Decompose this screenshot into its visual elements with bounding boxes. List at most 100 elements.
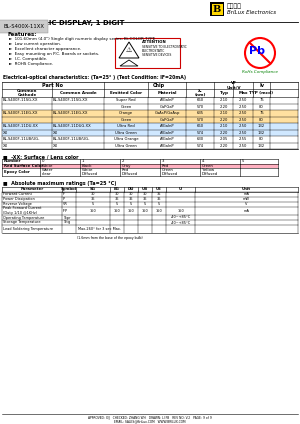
Text: 150: 150 [114,209,120,213]
Text: AlGaInP: AlGaInP [160,137,174,141]
Text: SG: SG [90,187,96,191]
Circle shape [245,38,275,68]
Text: ►  101.60mm (4.0") Single digit numeric display series, Bi-COLOR TYPE: ► 101.60mm (4.0") Single digit numeric d… [9,37,155,41]
Text: 150: 150 [90,209,96,213]
Text: 2.55: 2.55 [239,137,247,141]
Text: Black: Black [82,164,92,168]
Bar [212,3,223,14]
Text: 36: 36 [129,197,133,201]
Text: Unit: Unit [242,187,251,191]
Text: ►  Excellent character appearance.: ► Excellent character appearance. [9,47,81,51]
Text: 5: 5 [130,202,132,206]
Text: ►  Low current operation.: ► Low current operation. [9,42,61,46]
Text: Red: Red [162,164,169,168]
Text: Ultra Orange: Ultra Orange [114,137,138,141]
Text: 132: 132 [258,124,265,128]
Text: mW: mW [243,197,250,201]
Text: 5: 5 [158,202,160,206]
Text: 2: 2 [122,159,124,163]
Text: mA: mA [244,192,249,196]
Text: ATTENTION: ATTENTION [142,40,167,44]
Text: BL-S400F-11DUG-XX: BL-S400F-11DUG-XX [53,124,92,128]
Text: 132: 132 [258,131,265,135]
Text: Chip: Chip [153,83,165,88]
Text: 2.50: 2.50 [239,131,247,135]
Text: Emitted Color: Emitted Color [110,91,142,95]
Text: Topr: Topr [63,215,70,220]
Text: 30: 30 [91,192,95,196]
Text: IF: IF [63,192,66,196]
Text: 2.10: 2.10 [219,111,228,115]
Text: (1.6mm from the base of the epoxy bulb): (1.6mm from the base of the epoxy bulb) [77,235,143,240]
Bar [210,2,224,16]
Text: Parameter: Parameter [20,187,44,191]
Text: 35: 35 [157,192,161,196]
Text: EG: EG [114,187,120,191]
Text: ELECTROSTATIC: ELECTROSTATIC [142,49,165,53]
Text: ■  -XX: Surface / Lens color: ■ -XX: Surface / Lens color [3,154,79,159]
Text: 3: 3 [162,159,164,163]
Text: 75: 75 [259,98,264,102]
Polygon shape [119,42,139,58]
Text: ⚠: ⚠ [126,47,132,53]
Text: 570: 570 [196,105,204,109]
Text: GaAsP/GaAsp: GaAsP/GaAsp [154,111,180,115]
Text: VR: VR [63,202,68,206]
Text: SENSITIVE TO ELECTROSTATIC: SENSITIVE TO ELECTROSTATIC [142,45,187,49]
Text: XX: XX [53,131,58,135]
Text: IFP: IFP [63,209,68,213]
Text: ■  Absolute maximum ratings (Ta=25 °C): ■ Absolute maximum ratings (Ta=25 °C) [3,181,116,186]
Text: 0: 0 [42,159,44,163]
Text: Common
Cathode: Common Cathode [17,89,37,97]
Text: Gray: Gray [122,164,131,168]
Text: GaPGaP: GaPGaP [160,118,174,122]
Text: 80: 80 [259,118,264,122]
Text: White: White [42,164,53,168]
Text: Pb: Pb [249,46,265,56]
Text: 150: 150 [142,209,148,213]
Text: 2.50: 2.50 [239,144,247,148]
Text: U: U [179,187,182,191]
Text: TYP (mcd): TYP (mcd) [249,91,274,95]
Text: BL-S400X-11XX: BL-S400X-11XX [3,24,44,29]
Text: λₚ
(nm): λₚ (nm) [194,89,206,97]
Bar [2,117,298,123]
Text: BL-S400F-11DU-XX: BL-S400F-11DU-XX [3,124,39,128]
Text: SENSITIVE DEVICES: SENSITIVE DEVICES [142,53,171,57]
Text: AlGaInP: AlGaInP [160,144,174,148]
Text: 635: 635 [196,111,204,115]
Text: Water
clear: Water clear [42,168,53,176]
Text: ►  I.C. Compatible.: ► I.C. Compatible. [9,57,47,61]
Text: 2.50: 2.50 [239,98,247,102]
Text: Green: Green [120,105,132,109]
Text: 2.20: 2.20 [219,144,228,148]
Text: LED NUMERIC DISPLAY, 1 DIGIT: LED NUMERIC DISPLAY, 1 DIGIT [3,20,124,26]
Text: ►  ROHS Compliance.: ► ROHS Compliance. [9,62,53,66]
Text: Lead Soldering Temperature: Lead Soldering Temperature [3,227,53,231]
Text: Green: Green [120,118,132,122]
Text: 5: 5 [92,202,94,206]
Text: Red
Diffused: Red Diffused [122,168,138,176]
Text: BL-S400F-11EG-XX: BL-S400F-11EG-XX [3,111,38,115]
Text: Material: Material [157,91,177,95]
Text: Reverse Voltage: Reverse Voltage [3,202,32,206]
Text: 2.50: 2.50 [239,111,247,115]
Text: Forward Current: Forward Current [3,192,32,196]
Text: RoHs Compliance: RoHs Compliance [242,70,278,74]
Text: 2.10: 2.10 [219,98,228,102]
Bar [2,110,298,117]
Text: XX: XX [53,144,58,148]
Text: 2.50: 2.50 [239,124,247,128]
Text: AlGaInP: AlGaInP [160,124,174,128]
Text: 2.20: 2.20 [219,118,228,122]
Text: 2.20: 2.20 [219,105,228,109]
Text: BL-S400F-11EG-XX: BL-S400F-11EG-XX [53,111,88,115]
Text: 2.05: 2.05 [219,137,228,141]
Text: VF
Unit/V: VF Unit/V [226,81,241,90]
Text: 660: 660 [196,124,204,128]
Text: V: V [245,202,248,206]
Text: 30: 30 [129,192,133,196]
Text: Green
Diffused: Green Diffused [162,168,178,176]
Text: BriLux Electronics: BriLux Electronics [227,9,276,14]
Text: 30: 30 [115,192,119,196]
